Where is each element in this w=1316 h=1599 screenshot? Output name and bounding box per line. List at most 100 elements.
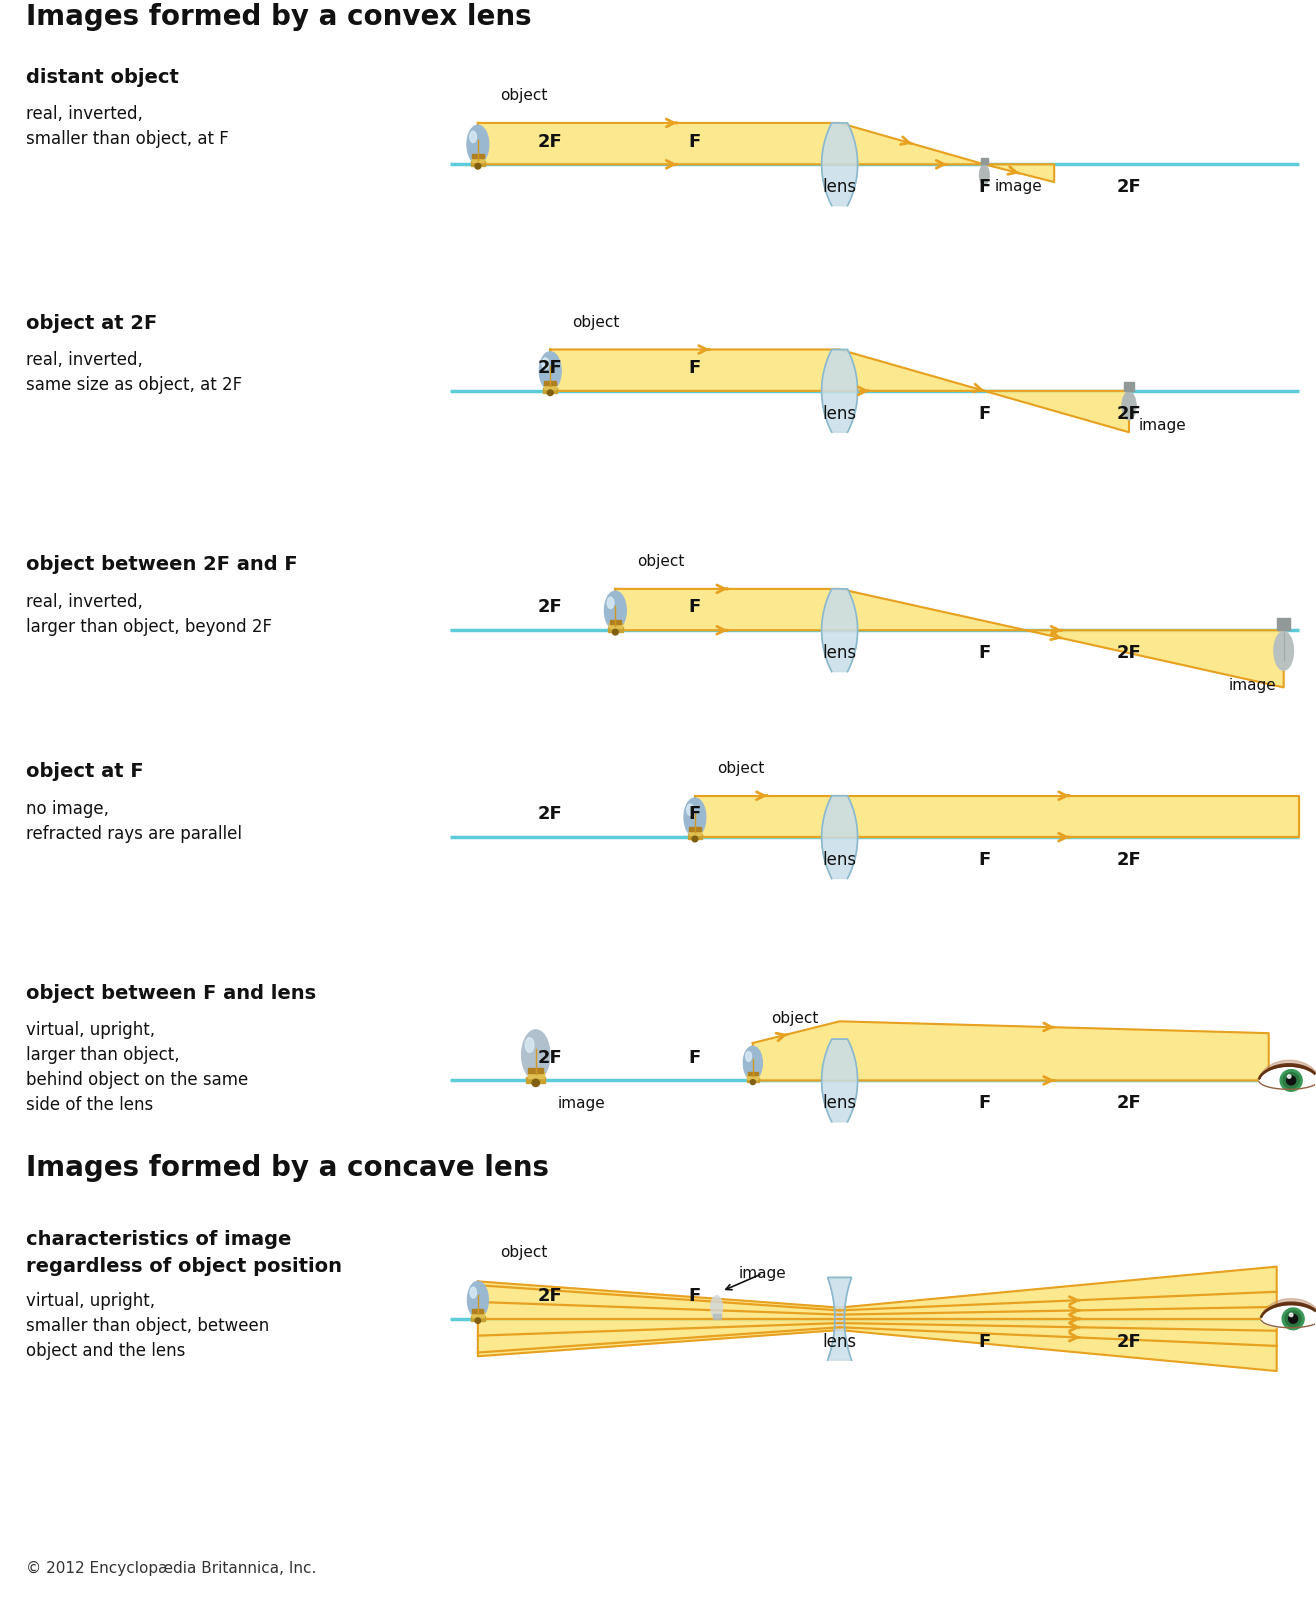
Text: F: F	[688, 360, 701, 377]
Circle shape	[612, 630, 619, 635]
Text: 2F: 2F	[1117, 644, 1141, 662]
FancyBboxPatch shape	[472, 155, 483, 158]
FancyBboxPatch shape	[1277, 622, 1290, 627]
Polygon shape	[821, 588, 858, 672]
Text: F: F	[978, 644, 991, 662]
Text: 2F: 2F	[538, 598, 563, 617]
Circle shape	[1282, 1308, 1304, 1330]
Ellipse shape	[525, 1038, 534, 1052]
Polygon shape	[821, 796, 858, 878]
Polygon shape	[821, 123, 858, 206]
FancyBboxPatch shape	[608, 627, 622, 632]
Circle shape	[475, 163, 480, 169]
Ellipse shape	[607, 596, 613, 609]
Text: image: image	[1229, 678, 1277, 692]
Text: F: F	[688, 1287, 701, 1305]
Text: F: F	[978, 1094, 991, 1113]
FancyBboxPatch shape	[471, 157, 484, 161]
Ellipse shape	[467, 1281, 488, 1319]
Text: object between 2F and F: object between 2F and F	[26, 555, 297, 574]
Text: real, inverted,
same size as object, at 2F: real, inverted, same size as object, at …	[26, 352, 242, 395]
Text: lens: lens	[822, 851, 857, 868]
FancyBboxPatch shape	[609, 624, 621, 628]
FancyBboxPatch shape	[747, 1075, 758, 1079]
FancyBboxPatch shape	[472, 1310, 483, 1313]
Circle shape	[1287, 1076, 1296, 1084]
Ellipse shape	[746, 1052, 751, 1062]
Text: image: image	[1138, 419, 1187, 433]
Text: © 2012 Encyclopædia Britannica, Inc.: © 2012 Encyclopædia Britannica, Inc.	[26, 1561, 317, 1577]
Ellipse shape	[604, 592, 626, 630]
Text: F: F	[688, 806, 701, 823]
Text: F: F	[978, 1332, 991, 1351]
FancyBboxPatch shape	[713, 1314, 721, 1319]
Text: object: object	[637, 555, 684, 569]
Text: 2F: 2F	[538, 133, 563, 150]
Text: lens: lens	[822, 1332, 857, 1351]
Text: real, inverted,
larger than object, beyond 2F: real, inverted, larger than object, beyo…	[26, 593, 272, 636]
Ellipse shape	[542, 358, 549, 369]
Text: real, inverted,
smaller than object, at F: real, inverted, smaller than object, at …	[26, 106, 229, 149]
Text: F: F	[978, 177, 991, 197]
FancyBboxPatch shape	[747, 1071, 758, 1075]
Ellipse shape	[470, 1287, 476, 1298]
Text: image: image	[738, 1266, 787, 1281]
Text: object: object	[500, 1244, 547, 1260]
FancyBboxPatch shape	[1124, 385, 1134, 389]
Text: 2F: 2F	[1117, 405, 1141, 422]
Ellipse shape	[684, 798, 705, 836]
FancyBboxPatch shape	[1124, 382, 1134, 385]
Text: F: F	[688, 1049, 701, 1067]
Text: lens: lens	[822, 1094, 857, 1113]
FancyBboxPatch shape	[526, 1076, 545, 1083]
Text: 2F: 2F	[538, 1049, 563, 1067]
Text: 2F: 2F	[1117, 1094, 1141, 1113]
Text: object: object	[717, 761, 765, 776]
Polygon shape	[821, 1039, 858, 1122]
FancyBboxPatch shape	[544, 384, 557, 389]
Ellipse shape	[1274, 632, 1294, 670]
FancyBboxPatch shape	[980, 158, 988, 160]
Text: 2F: 2F	[1117, 177, 1141, 197]
Text: lens: lens	[822, 177, 857, 197]
FancyBboxPatch shape	[690, 827, 700, 831]
FancyBboxPatch shape	[746, 1078, 759, 1083]
Text: object at F: object at F	[26, 763, 143, 782]
Ellipse shape	[1121, 392, 1136, 421]
Polygon shape	[478, 123, 1054, 182]
FancyBboxPatch shape	[688, 835, 703, 839]
Text: characteristics of image
regardless of object position: characteristics of image regardless of o…	[26, 1230, 342, 1276]
FancyBboxPatch shape	[528, 1071, 544, 1078]
Text: Images formed by a convex lens: Images formed by a convex lens	[26, 3, 532, 32]
Circle shape	[1286, 1311, 1302, 1327]
Text: Images formed by a concave lens: Images formed by a concave lens	[26, 1154, 549, 1182]
FancyBboxPatch shape	[980, 161, 988, 165]
Ellipse shape	[744, 1046, 762, 1079]
Text: object: object	[771, 1011, 819, 1027]
FancyBboxPatch shape	[545, 381, 555, 385]
Circle shape	[532, 1079, 540, 1087]
FancyBboxPatch shape	[544, 389, 558, 393]
FancyBboxPatch shape	[472, 1313, 484, 1318]
FancyBboxPatch shape	[471, 1316, 484, 1321]
Text: object at 2F: object at 2F	[26, 313, 158, 333]
FancyBboxPatch shape	[980, 160, 988, 161]
Polygon shape	[753, 1022, 1269, 1081]
Circle shape	[475, 1318, 480, 1324]
FancyBboxPatch shape	[1124, 389, 1134, 390]
Text: object between F and lens: object between F and lens	[26, 983, 316, 1003]
FancyBboxPatch shape	[528, 1068, 544, 1073]
Ellipse shape	[979, 165, 990, 185]
Polygon shape	[821, 350, 858, 432]
Circle shape	[1290, 1313, 1292, 1316]
Text: no image,
refracted rays are parallel: no image, refracted rays are parallel	[26, 800, 242, 843]
Text: 2F: 2F	[1117, 851, 1141, 868]
Polygon shape	[695, 796, 1299, 838]
Circle shape	[750, 1079, 755, 1084]
Ellipse shape	[521, 1030, 550, 1079]
Ellipse shape	[711, 1295, 722, 1319]
Circle shape	[1283, 1073, 1299, 1089]
Text: 2F: 2F	[538, 360, 563, 377]
Text: lens: lens	[822, 405, 857, 422]
Circle shape	[1288, 1314, 1298, 1324]
